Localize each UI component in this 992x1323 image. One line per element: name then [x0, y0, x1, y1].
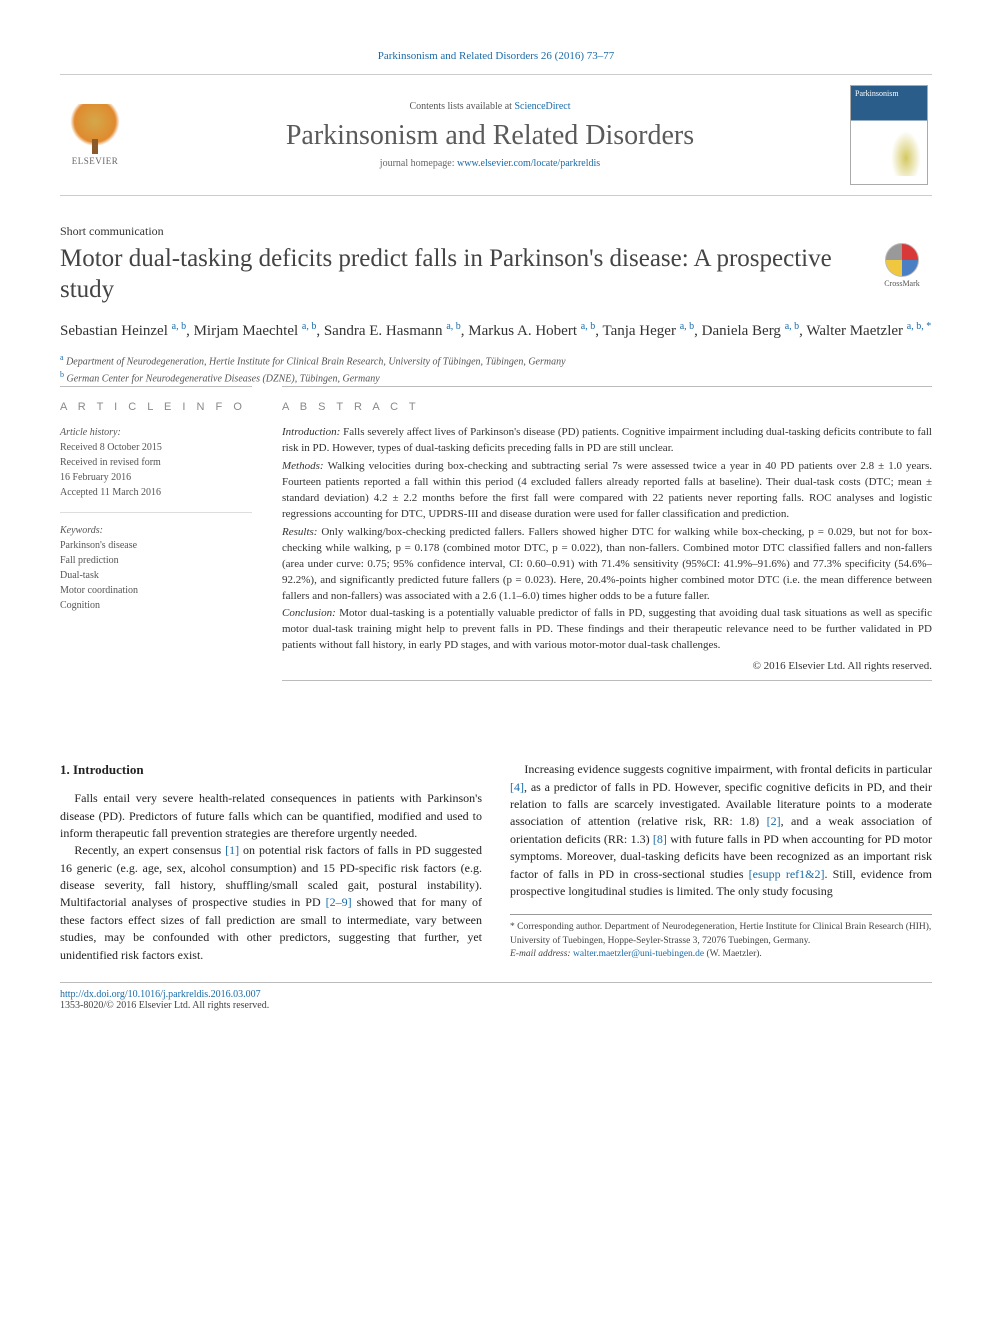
crossmark-icon [885, 243, 919, 277]
section-heading: 1. Introduction [60, 761, 482, 780]
body-text: 1. Introduction Falls entail very severe… [60, 761, 932, 964]
journal-header-center: Contents lists available at ScienceDirec… [130, 101, 850, 169]
abstract-column: A B S T R A C T Introduction: Falls seve… [282, 386, 932, 681]
citation-ref[interactable]: [esupp ref1&2] [749, 867, 825, 881]
abstract-conclusion: Motor dual-tasking is a potentially valu… [282, 607, 932, 651]
article-history: Article history: Received 8 October 2015… [60, 425, 252, 512]
article-info-heading: A R T I C L E I N F O [60, 401, 252, 413]
corresponding-author-footnote: * Corresponding author. Department of Ne… [510, 914, 932, 961]
elsevier-logo: ELSEVIER [60, 104, 130, 166]
abstract-copyright: © 2016 Elsevier Ltd. All rights reserved… [282, 660, 932, 672]
citation-ref[interactable]: [8] [653, 832, 667, 846]
doi-link[interactable]: http://dx.doi.org/10.1016/j.parkreldis.2… [60, 989, 261, 1000]
journal-header: ELSEVIER Contents lists available at Sci… [60, 74, 932, 196]
homepage-link[interactable]: www.elsevier.com/locate/parkreldis [457, 158, 600, 169]
email-link[interactable]: walter.maetzler@uni-tuebingen.de [573, 949, 704, 959]
issn-copyright: 1353-8020/© 2016 Elsevier Ltd. All right… [60, 1000, 932, 1011]
keyword: Motor coordination [60, 583, 252, 598]
body-paragraph: Increasing evidence suggests cognitive i… [510, 761, 932, 900]
abstract-heading: A B S T R A C T [282, 401, 932, 413]
homepage-prefix: journal homepage: [380, 158, 457, 169]
keyword: Dual-task [60, 568, 252, 583]
history-revised-2: 16 February 2016 [60, 470, 252, 485]
journal-name: Parkinsonism and Related Disorders [130, 120, 850, 152]
citation-header: Parkinsonism and Related Disorders 26 (2… [60, 50, 932, 62]
corresponding-author-text: * Corresponding author. Department of Ne… [510, 921, 932, 948]
elsevier-tree-icon [70, 104, 120, 154]
crossmark-label: CrossMark [884, 279, 920, 288]
citation-ref[interactable]: [1] [225, 843, 239, 857]
title-row: Motor dual-tasking deficits predict fall… [60, 243, 932, 306]
article-title: Motor dual-tasking deficits predict fall… [60, 243, 872, 306]
info-row: A R T I C L E I N F O Article history: R… [60, 386, 932, 681]
contents-prefix: Contents lists available at [409, 101, 514, 112]
body-paragraph: Falls entail very severe health-related … [60, 790, 482, 842]
contents-line: Contents lists available at ScienceDirec… [130, 101, 850, 112]
history-revised-1: Received in revised form [60, 455, 252, 470]
citation-ref[interactable]: [4] [510, 780, 524, 794]
article-type: Short communication [60, 224, 932, 239]
affiliations: a Department of Neurodegeneration, Herti… [60, 352, 932, 387]
history-label: Article history: [60, 425, 252, 440]
homepage-line: journal homepage: www.elsevier.com/locat… [130, 158, 850, 169]
footer-bar: http://dx.doi.org/10.1016/j.parkreldis.2… [60, 982, 932, 1011]
journal-cover-thumbnail [850, 85, 928, 185]
keyword: Parkinson's disease [60, 538, 252, 553]
crossmark-widget[interactable]: CrossMark [872, 243, 932, 288]
keyword: Fall prediction [60, 553, 252, 568]
keywords-label: Keywords: [60, 523, 252, 538]
affiliation-b: b German Center for Neurodegenerative Di… [60, 369, 932, 386]
publisher-name: ELSEVIER [68, 156, 122, 166]
citation-ref[interactable]: [2] [767, 814, 781, 828]
body-paragraph: Recently, an expert consensus [1] on pot… [60, 842, 482, 964]
email-suffix: (W. Maetzler). [704, 949, 762, 959]
keywords-block: Keywords: Parkinson's disease Fall predi… [60, 512, 252, 625]
history-accepted: Accepted 11 March 2016 [60, 485, 252, 500]
sciencedirect-link[interactable]: ScienceDirect [514, 101, 570, 112]
abstract-body: Introduction: Falls severely affect live… [282, 425, 932, 654]
abstract-results: Only walking/box-checking predicted fall… [282, 526, 932, 602]
corresponding-email-line: E-mail address: walter.maetzler@uni-tueb… [510, 948, 932, 961]
citation-ref[interactable]: [2–9] [326, 895, 352, 909]
affiliation-a: a Department of Neurodegeneration, Herti… [60, 352, 932, 369]
page-container: Parkinsonism and Related Disorders 26 (2… [0, 0, 992, 1051]
history-received: Received 8 October 2015 [60, 440, 252, 455]
abstract-rule [282, 680, 932, 681]
email-label: E-mail address: [510, 949, 573, 959]
keyword: Cognition [60, 598, 252, 613]
article-info-column: A R T I C L E I N F O Article history: R… [60, 386, 252, 681]
abstract-methods: Walking velocities during box-checking a… [282, 460, 932, 520]
authors-line: Sebastian Heinzel a, b, Mirjam Maechtel … [60, 320, 932, 342]
abstract-intro: Falls severely affect lives of Parkinson… [282, 426, 932, 454]
